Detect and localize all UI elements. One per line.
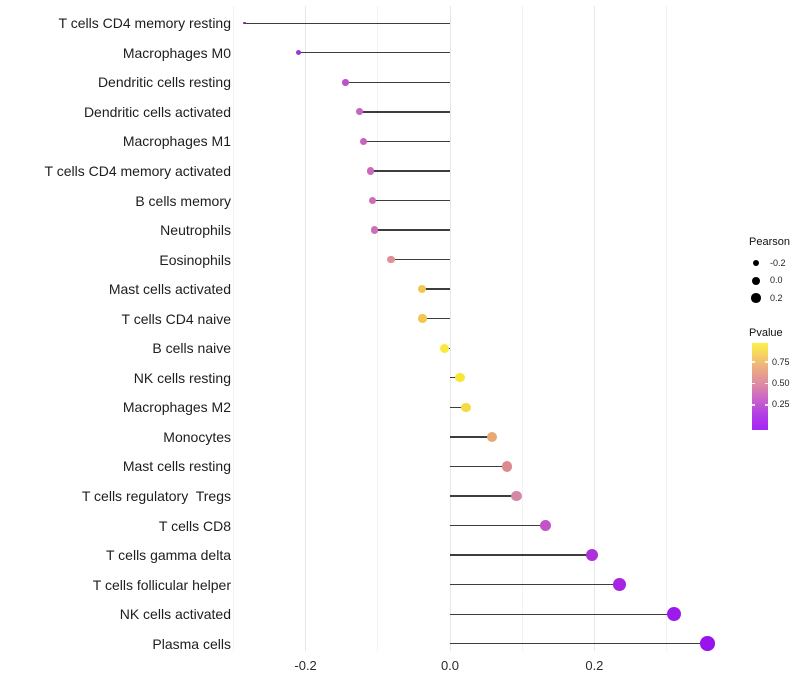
lollipop-dot [359, 137, 367, 145]
lollipop-stick [450, 583, 620, 586]
colorbar-tick [752, 404, 755, 406]
y-axis-label: NK cells resting [133, 369, 231, 386]
y-axis-label: Dendritic cells activated [83, 103, 231, 120]
y-axis-label: T cells CD4 memory resting [58, 15, 231, 32]
lollipop-dot [586, 548, 599, 562]
lollipop-dot [418, 314, 427, 323]
lollipop-stick [370, 170, 450, 172]
colorbar-tick [765, 382, 768, 385]
lollipop-dot [511, 490, 522, 502]
lollipop-stick [363, 140, 450, 143]
legend-size-label: 0.0 [770, 275, 783, 285]
y-axis-label: T cells CD8 [158, 517, 231, 534]
y-axis-label: T cells CD4 memory activated [44, 162, 231, 179]
legend-size-dot [753, 260, 759, 266]
legend-size-dot [751, 293, 761, 303]
y-axis-label: Macrophages M2 [122, 399, 231, 416]
lollipop-stick [372, 199, 450, 202]
lollipop-dot [700, 636, 716, 652]
lollipop-stick [450, 436, 492, 438]
y-axis-label: Dendritic cells resting [97, 74, 231, 91]
pvalue-colorbar [752, 343, 768, 430]
y-axis-label: T cells follicular helper [92, 576, 231, 593]
gridline-minor [521, 6, 523, 651]
lollipop-stick [450, 643, 708, 645]
y-axis-label: Mast cells activated [108, 281, 231, 298]
lollipop-dot [666, 607, 681, 622]
x-axis-tick-label: 0.0 [440, 658, 460, 673]
x-axis-tick-label: 0.2 [585, 658, 604, 673]
lollipop-dot [386, 255, 395, 264]
gridline-major [449, 6, 451, 651]
lollipop-dot [367, 167, 375, 175]
gridline-minor [377, 6, 379, 651]
y-axis-label: Neutrophils [160, 222, 231, 239]
legend-size-label: -0.2 [770, 257, 786, 268]
y-axis-label: NK cells activated [119, 606, 231, 623]
lollipop-dot [539, 519, 551, 532]
lollipop-stick [374, 229, 450, 231]
lollipop-stick [450, 377, 461, 379]
legend-size-dot [752, 276, 760, 285]
legend-color-label: 0.50 [772, 377, 790, 388]
lollipop-stick [450, 613, 674, 615]
lollipop-stick [345, 81, 450, 83]
lollipop-stick [450, 554, 593, 556]
lollipop-stick [422, 318, 450, 320]
lollipop-dot [370, 226, 378, 234]
lollipop-dot [356, 108, 364, 116]
y-axis-label: T cells gamma delta [105, 547, 231, 564]
colorbar-tick [765, 361, 768, 363]
gridline-major [305, 6, 307, 651]
lollipop-stick [244, 22, 450, 24]
lollipop-stick [450, 495, 517, 497]
lollipop-stick [450, 524, 546, 527]
lollipop-dot [461, 402, 471, 413]
lollipop-stick [421, 288, 450, 290]
y-axis-label: Mast cells resting [122, 458, 231, 475]
gridline-minor [232, 6, 234, 651]
gridline-minor [666, 6, 668, 651]
lollipop-dot [242, 21, 246, 25]
legend-color-label: 0.75 [772, 356, 790, 367]
lollipop-dot [613, 578, 627, 592]
lollipop-stick [450, 406, 466, 409]
legend-size-label: 0.2 [770, 292, 783, 303]
lollipop-dot [342, 79, 349, 86]
lollipop-stick [390, 258, 450, 261]
y-axis-label: Monocytes [163, 428, 231, 445]
size-legend-title: Pearson [749, 236, 790, 248]
colorbar-tick [752, 382, 755, 385]
lollipop-dot [417, 284, 427, 294]
y-axis-label: Macrophages M1 [122, 133, 231, 150]
y-axis-label: T cells regulatory Tregs [81, 488, 231, 504]
y-axis-label: Plasma cells [152, 635, 231, 652]
legend-color-label: 0.25 [772, 399, 790, 410]
y-axis-label: B cells memory [135, 192, 231, 209]
lollipop-stick [359, 111, 450, 113]
y-axis-label: Eosinophils [159, 251, 231, 268]
lollipop-dot [501, 461, 513, 472]
y-axis-label: B cells naive [152, 340, 231, 357]
lollipop-dot [440, 343, 450, 353]
x-axis-tick-label: -0.2 [294, 658, 317, 673]
colorbar-tick [765, 404, 768, 406]
y-axis-label: T cells CD4 naive [121, 310, 231, 327]
color-legend-title: Pvalue [749, 327, 783, 339]
lollipop-dot [369, 196, 377, 205]
lollipop-stick [298, 52, 450, 54]
lollipop-stick [450, 465, 508, 468]
colorbar-tick [752, 361, 755, 363]
gridline-major [593, 6, 595, 651]
lollipop-dot [295, 50, 301, 56]
lollipop-dot [486, 431, 497, 442]
lollipop-dot [455, 373, 465, 383]
y-axis-label: Macrophages M0 [122, 44, 231, 61]
